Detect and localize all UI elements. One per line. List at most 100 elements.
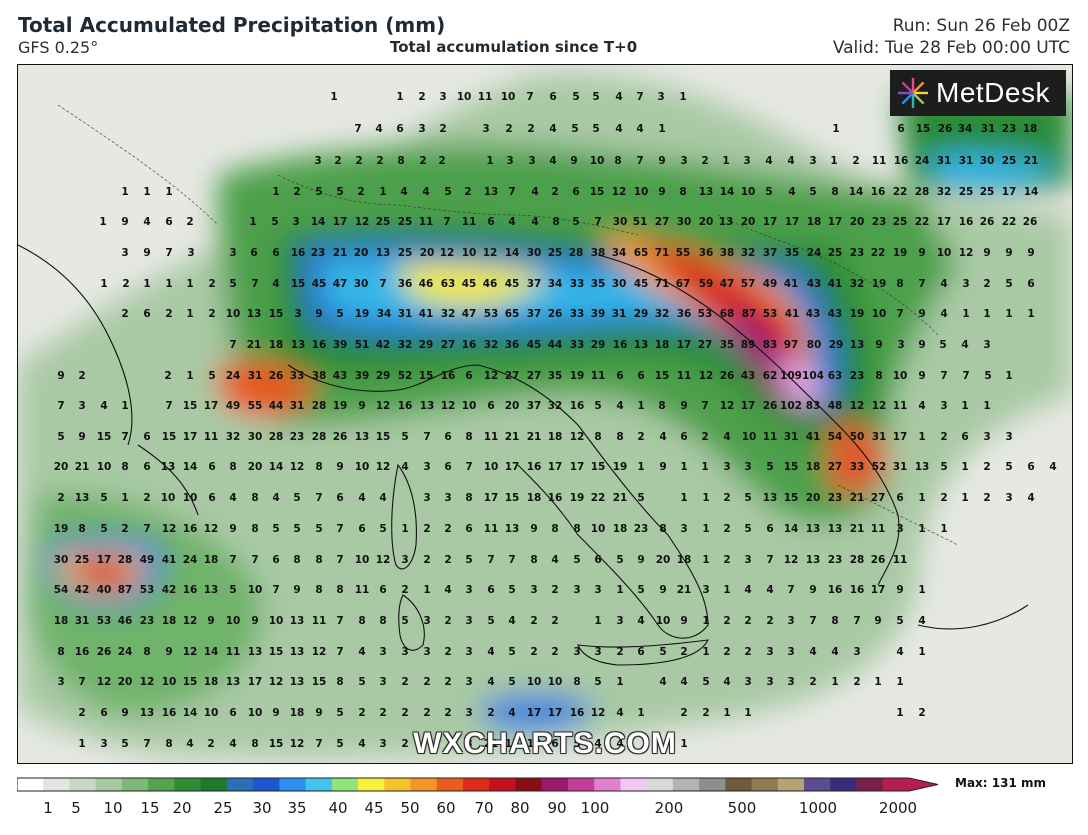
precip-value-label: 10: [160, 492, 176, 504]
precip-value-label: 7: [487, 554, 495, 566]
precip-value-label: 6: [143, 431, 151, 443]
precip-value-label: 19: [612, 461, 628, 473]
precip-value-label: 36: [504, 339, 520, 351]
scale-color-cell: [725, 778, 753, 791]
precip-value-label: 17: [547, 707, 563, 719]
precip-value-label: 5: [939, 339, 947, 351]
precip-value-label: 5: [1005, 278, 1013, 290]
precip-value-label: 23: [827, 554, 843, 566]
precip-value-label: 7: [465, 461, 473, 473]
precip-value-label: 34: [957, 123, 973, 135]
precip-value-label: 2: [464, 186, 472, 198]
precip-value-label: 6: [487, 216, 495, 228]
precip-value-label: 7: [508, 554, 516, 566]
precip-value-label: 9: [315, 707, 323, 719]
precip-value-label: 46: [482, 278, 498, 290]
precip-value-label: 18: [547, 431, 563, 443]
precip-value-label: 29: [633, 308, 649, 320]
precip-value-label: 32: [483, 339, 499, 351]
precip-value-label: 10: [354, 554, 370, 566]
precip-value-label: 5: [659, 646, 667, 658]
precip-value-label: 8: [875, 370, 883, 382]
precip-value-label: 1: [722, 155, 730, 167]
precip-value-label: 13: [139, 707, 155, 719]
precip-value-label: 50: [849, 431, 865, 443]
precip-value-label: 27: [654, 216, 670, 228]
precip-value-label: 8: [336, 584, 344, 596]
precip-value-label: 2: [701, 431, 709, 443]
precip-value-label: 3: [680, 155, 688, 167]
precip-value-label: 6: [572, 186, 580, 198]
precip-value-label: 13: [354, 431, 370, 443]
precip-value-label: 12: [203, 523, 219, 535]
precip-value-label: 3: [423, 615, 431, 627]
precip-value-label: 47: [719, 278, 735, 290]
precip-value-label: 11: [590, 370, 606, 382]
precip-value-label: 6: [250, 247, 258, 259]
precip-value-label: 8: [121, 461, 129, 473]
precip-value-label: 41: [783, 278, 799, 290]
precip-value-label: 16: [440, 370, 456, 382]
precip-value-label: 1: [616, 584, 624, 596]
precip-value-label: 16: [182, 584, 198, 596]
precip-value-label: 32: [740, 247, 756, 259]
precip-value-label: 3: [423, 492, 431, 504]
precip-value-label: 4: [615, 123, 623, 135]
precip-value-label: 6: [208, 461, 216, 473]
precip-value-label: 1: [637, 461, 645, 473]
precip-value-label: 12: [375, 554, 391, 566]
precip-value-label: 7: [272, 584, 280, 596]
precip-value-label: 3: [423, 646, 431, 658]
scale-color-cell: [253, 778, 280, 791]
precip-value-label: 68: [719, 308, 735, 320]
precip-value-label: 13: [914, 461, 930, 473]
scale-color-cell: [436, 778, 464, 791]
precip-value-label: 4: [659, 676, 667, 688]
precip-value-label: 1: [121, 400, 129, 412]
precip-value-label: 4: [229, 738, 237, 750]
precip-value-label: 55: [675, 247, 691, 259]
precip-value-label: 7: [918, 278, 926, 290]
precip-value-label: 9: [658, 186, 666, 198]
precip-value-label: 102: [780, 400, 802, 412]
precip-value-label: 25: [958, 186, 974, 198]
precip-value-label: 3: [744, 461, 752, 473]
precip-value-label: 14: [783, 523, 799, 535]
precip-value-label: 16: [827, 584, 843, 596]
precip-value-label: 20: [247, 461, 263, 473]
precip-value-label: 20: [419, 247, 435, 259]
precip-value-label: 1: [723, 707, 731, 719]
precip-value-label: 3: [78, 400, 86, 412]
precip-value-label: 8: [465, 431, 473, 443]
precip-value-label: 4: [616, 707, 624, 719]
precip-value-label: 30: [612, 216, 628, 228]
precip-value-label: 1: [918, 492, 926, 504]
precip-value-label: 3: [379, 738, 387, 750]
precip-value-label: 2: [423, 707, 431, 719]
precip-value-label: 8: [57, 646, 65, 658]
precip-value-label: 3: [983, 339, 991, 351]
precip-value-label: 44: [268, 400, 284, 412]
precip-value-label: 1: [962, 308, 970, 320]
precip-value-label: 12: [590, 707, 606, 719]
precip-value-label: 8: [143, 646, 151, 658]
precip-value-label: 1: [658, 123, 666, 135]
precip-value-label: 9: [570, 155, 578, 167]
precip-value-label: 15: [268, 738, 284, 750]
precip-value-label: 4: [659, 431, 667, 443]
precip-value-label: 2: [551, 584, 559, 596]
precip-value-label: 3: [465, 584, 473, 596]
precip-value-label: 9: [207, 615, 215, 627]
precip-value-label: 5: [336, 186, 344, 198]
precip-value-label: 31: [936, 155, 952, 167]
precip-value-label: 4: [723, 431, 731, 443]
precip-value-label: 20: [849, 216, 865, 228]
precip-value-label: 13: [247, 646, 263, 658]
scale-tick-label: 1000: [798, 799, 838, 817]
precip-value-label: 2: [527, 123, 535, 135]
precip-value-label: 26: [268, 370, 284, 382]
precip-value-label: 9: [875, 339, 883, 351]
precip-value-label: 5: [208, 370, 216, 382]
scale-tick-label: 70: [474, 799, 494, 817]
precip-value-label: 11: [461, 216, 477, 228]
